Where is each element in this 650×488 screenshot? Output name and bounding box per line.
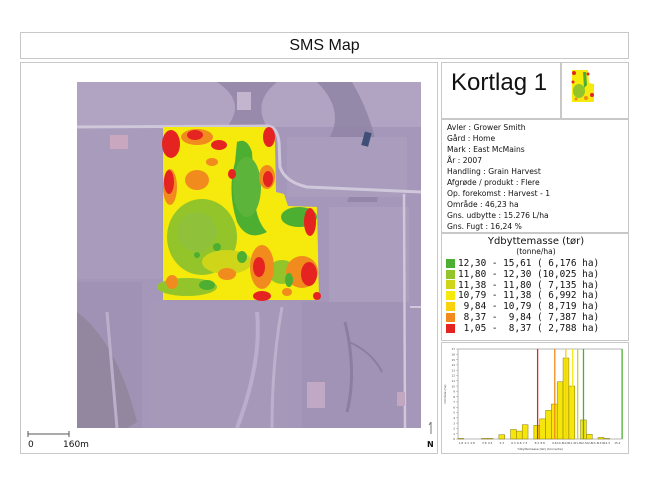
legend-title: Ydbyttemasse (tør)	[487, 236, 585, 247]
svg-text:6: 6	[453, 405, 455, 409]
legend-swatch	[446, 269, 455, 279]
svg-text:3.8: 3.8	[482, 441, 487, 445]
layer-thumbnail	[571, 70, 594, 102]
info-avg-moisture: Gns. Fugt : 16,24 %	[447, 222, 522, 231]
legend-swatch	[446, 302, 455, 312]
legend-item: 8,37 - 9,84 ( 7,387 ha)	[446, 312, 628, 323]
legend-item-label: 10,79 - 11,38 ( 6,992 ha)	[458, 290, 600, 302]
svg-text:12: 12	[451, 374, 455, 378]
info-area: Område : 46,23 ha	[447, 200, 519, 209]
svg-text:1: 1	[453, 432, 455, 436]
svg-text:7.3: 7.3	[523, 441, 528, 445]
legend-item: 12,30 - 15,61 ( 6,176 ha)	[446, 258, 628, 269]
legend-swatch	[446, 323, 455, 333]
svg-text:0: 0	[453, 437, 455, 441]
svg-text:8.8: 8.8	[540, 441, 545, 445]
scale-bar-line	[27, 431, 70, 437]
legend-item-label: 8,37 - 9,84 ( 7,387 ha)	[458, 311, 600, 323]
map-title-box: SMS Map	[20, 32, 629, 59]
yield-histogram: 0 1 2 3 4 5 6 7 8 9 10 11 12 13 14 15 16 17 Område (ha) 1.8…	[441, 342, 629, 454]
legend-item-label: 11,80 - 12,30 (10,025 ha)	[458, 268, 600, 280]
legend-unit: (tonne/ha)	[516, 247, 556, 256]
map-title: SMS Map	[289, 36, 360, 54]
svg-text:3: 3	[453, 421, 455, 425]
scale-start-label: 0	[28, 440, 34, 450]
svg-text:6.3: 6.3	[511, 441, 516, 445]
legend-item: 10,79 - 11,38 ( 6,992 ha)	[446, 290, 628, 301]
svg-text:8.3: 8.3	[535, 441, 540, 445]
yield-legend: Ydbyttemasse (tør) (tonne/ha) 12,30 - 15…	[441, 233, 629, 341]
legend-item: 1,05 - 8,37 ( 2,788 ha)	[446, 323, 628, 334]
north-arrow-icon	[428, 421, 432, 434]
legend-item-label: 9,84 - 10,79 ( 8,719 ha)	[458, 301, 600, 313]
info-field: Mark : East McMains	[447, 145, 525, 154]
svg-text:5: 5	[453, 411, 455, 415]
info-occurrence: Op. forekomst : Harvest - 1	[447, 189, 551, 198]
legend-item-label: 11,38 - 11,80 ( 7,135 ha)	[458, 279, 600, 291]
svg-text:10: 10	[451, 384, 455, 388]
layer-thumbnail-box[interactable]	[561, 62, 629, 119]
yield-overlay	[157, 127, 321, 301]
svg-text:12.3: 12.3	[580, 441, 586, 445]
legend-item: 11,80 - 12,30 (10,025 ha)	[446, 269, 628, 280]
svg-text:11: 11	[451, 379, 455, 383]
legend-item-label: 1,05 - 8,37 ( 2,788 ha)	[458, 322, 600, 334]
svg-text:Område (ha): Område (ha)	[442, 384, 447, 403]
svg-text:13.8: 13.8	[598, 441, 604, 445]
svg-text:13: 13	[451, 368, 455, 372]
legend-item: 11,38 - 11,80 ( 7,135 ha)	[446, 280, 628, 291]
svg-text:11.3: 11.3	[569, 441, 575, 445]
info-grower: Avler : Grower Smith	[447, 123, 526, 132]
svg-text:2.8: 2.8	[470, 441, 475, 445]
svg-text:4: 4	[453, 416, 455, 420]
north-arrow: N	[425, 421, 437, 451]
svg-text:4.3: 4.3	[488, 441, 493, 445]
svg-text:15: 15	[451, 358, 455, 362]
layer-title-box: Kortlag 1	[441, 62, 561, 119]
aerial-image[interactable]	[77, 82, 421, 428]
legend-swatch	[446, 291, 455, 301]
svg-text:14.3: 14.3	[604, 441, 610, 445]
layer-title: Kortlag 1	[451, 69, 548, 96]
svg-text:17: 17	[451, 347, 455, 351]
info-year: År : 2007	[447, 156, 483, 165]
info-farm: Gård : Home	[447, 134, 496, 143]
legend-item-label: 12,30 - 15,61 ( 6,176 ha)	[458, 257, 600, 269]
svg-text:10.8: 10.8	[563, 441, 569, 445]
north-label: N	[427, 440, 434, 449]
info-operation: Handling : Grain Harvest	[447, 167, 541, 176]
svg-text:8: 8	[453, 395, 455, 399]
svg-text:9: 9	[453, 390, 455, 394]
svg-text:13.3: 13.3	[592, 441, 598, 445]
svg-text:1.8: 1.8	[459, 441, 464, 445]
legend-swatch	[446, 280, 455, 290]
aerial-photo-svg	[77, 82, 421, 428]
svg-text:14: 14	[451, 363, 455, 367]
svg-text:11.8: 11.8	[575, 441, 581, 445]
legend-swatch	[446, 258, 455, 268]
svg-text:2.3: 2.3	[465, 441, 470, 445]
legend-item: 9,84 - 10,79 ( 8,719 ha)	[446, 301, 628, 312]
svg-text:Ydbyttemasse (tør) (tonne/ha): Ydbyttemasse (tør) (tonne/ha)	[517, 447, 563, 451]
svg-text:7: 7	[453, 400, 455, 404]
svg-text:5.3: 5.3	[500, 441, 505, 445]
info-avg-yield: Gns. udbytte : 15.276 L/ha	[447, 211, 549, 220]
svg-text:6.8: 6.8	[517, 441, 522, 445]
svg-text:16: 16	[451, 352, 455, 356]
svg-text:15.2: 15.2	[614, 441, 620, 445]
legend-swatch	[446, 312, 455, 322]
svg-text:9.8: 9.8	[552, 441, 557, 445]
svg-text:2: 2	[453, 427, 455, 431]
map-panel[interactable]: 0 160m N	[20, 62, 438, 454]
svg-text:12.8: 12.8	[586, 441, 592, 445]
scale-bar: 0 160m	[27, 425, 89, 453]
field-info-box: Avler : Grower Smith Gård : Home Mark : …	[441, 119, 629, 233]
scale-end-label: 160m	[63, 440, 89, 450]
info-crop: Afgrøde / produkt : Flere	[447, 178, 540, 187]
svg-text:10.3: 10.3	[557, 441, 563, 445]
